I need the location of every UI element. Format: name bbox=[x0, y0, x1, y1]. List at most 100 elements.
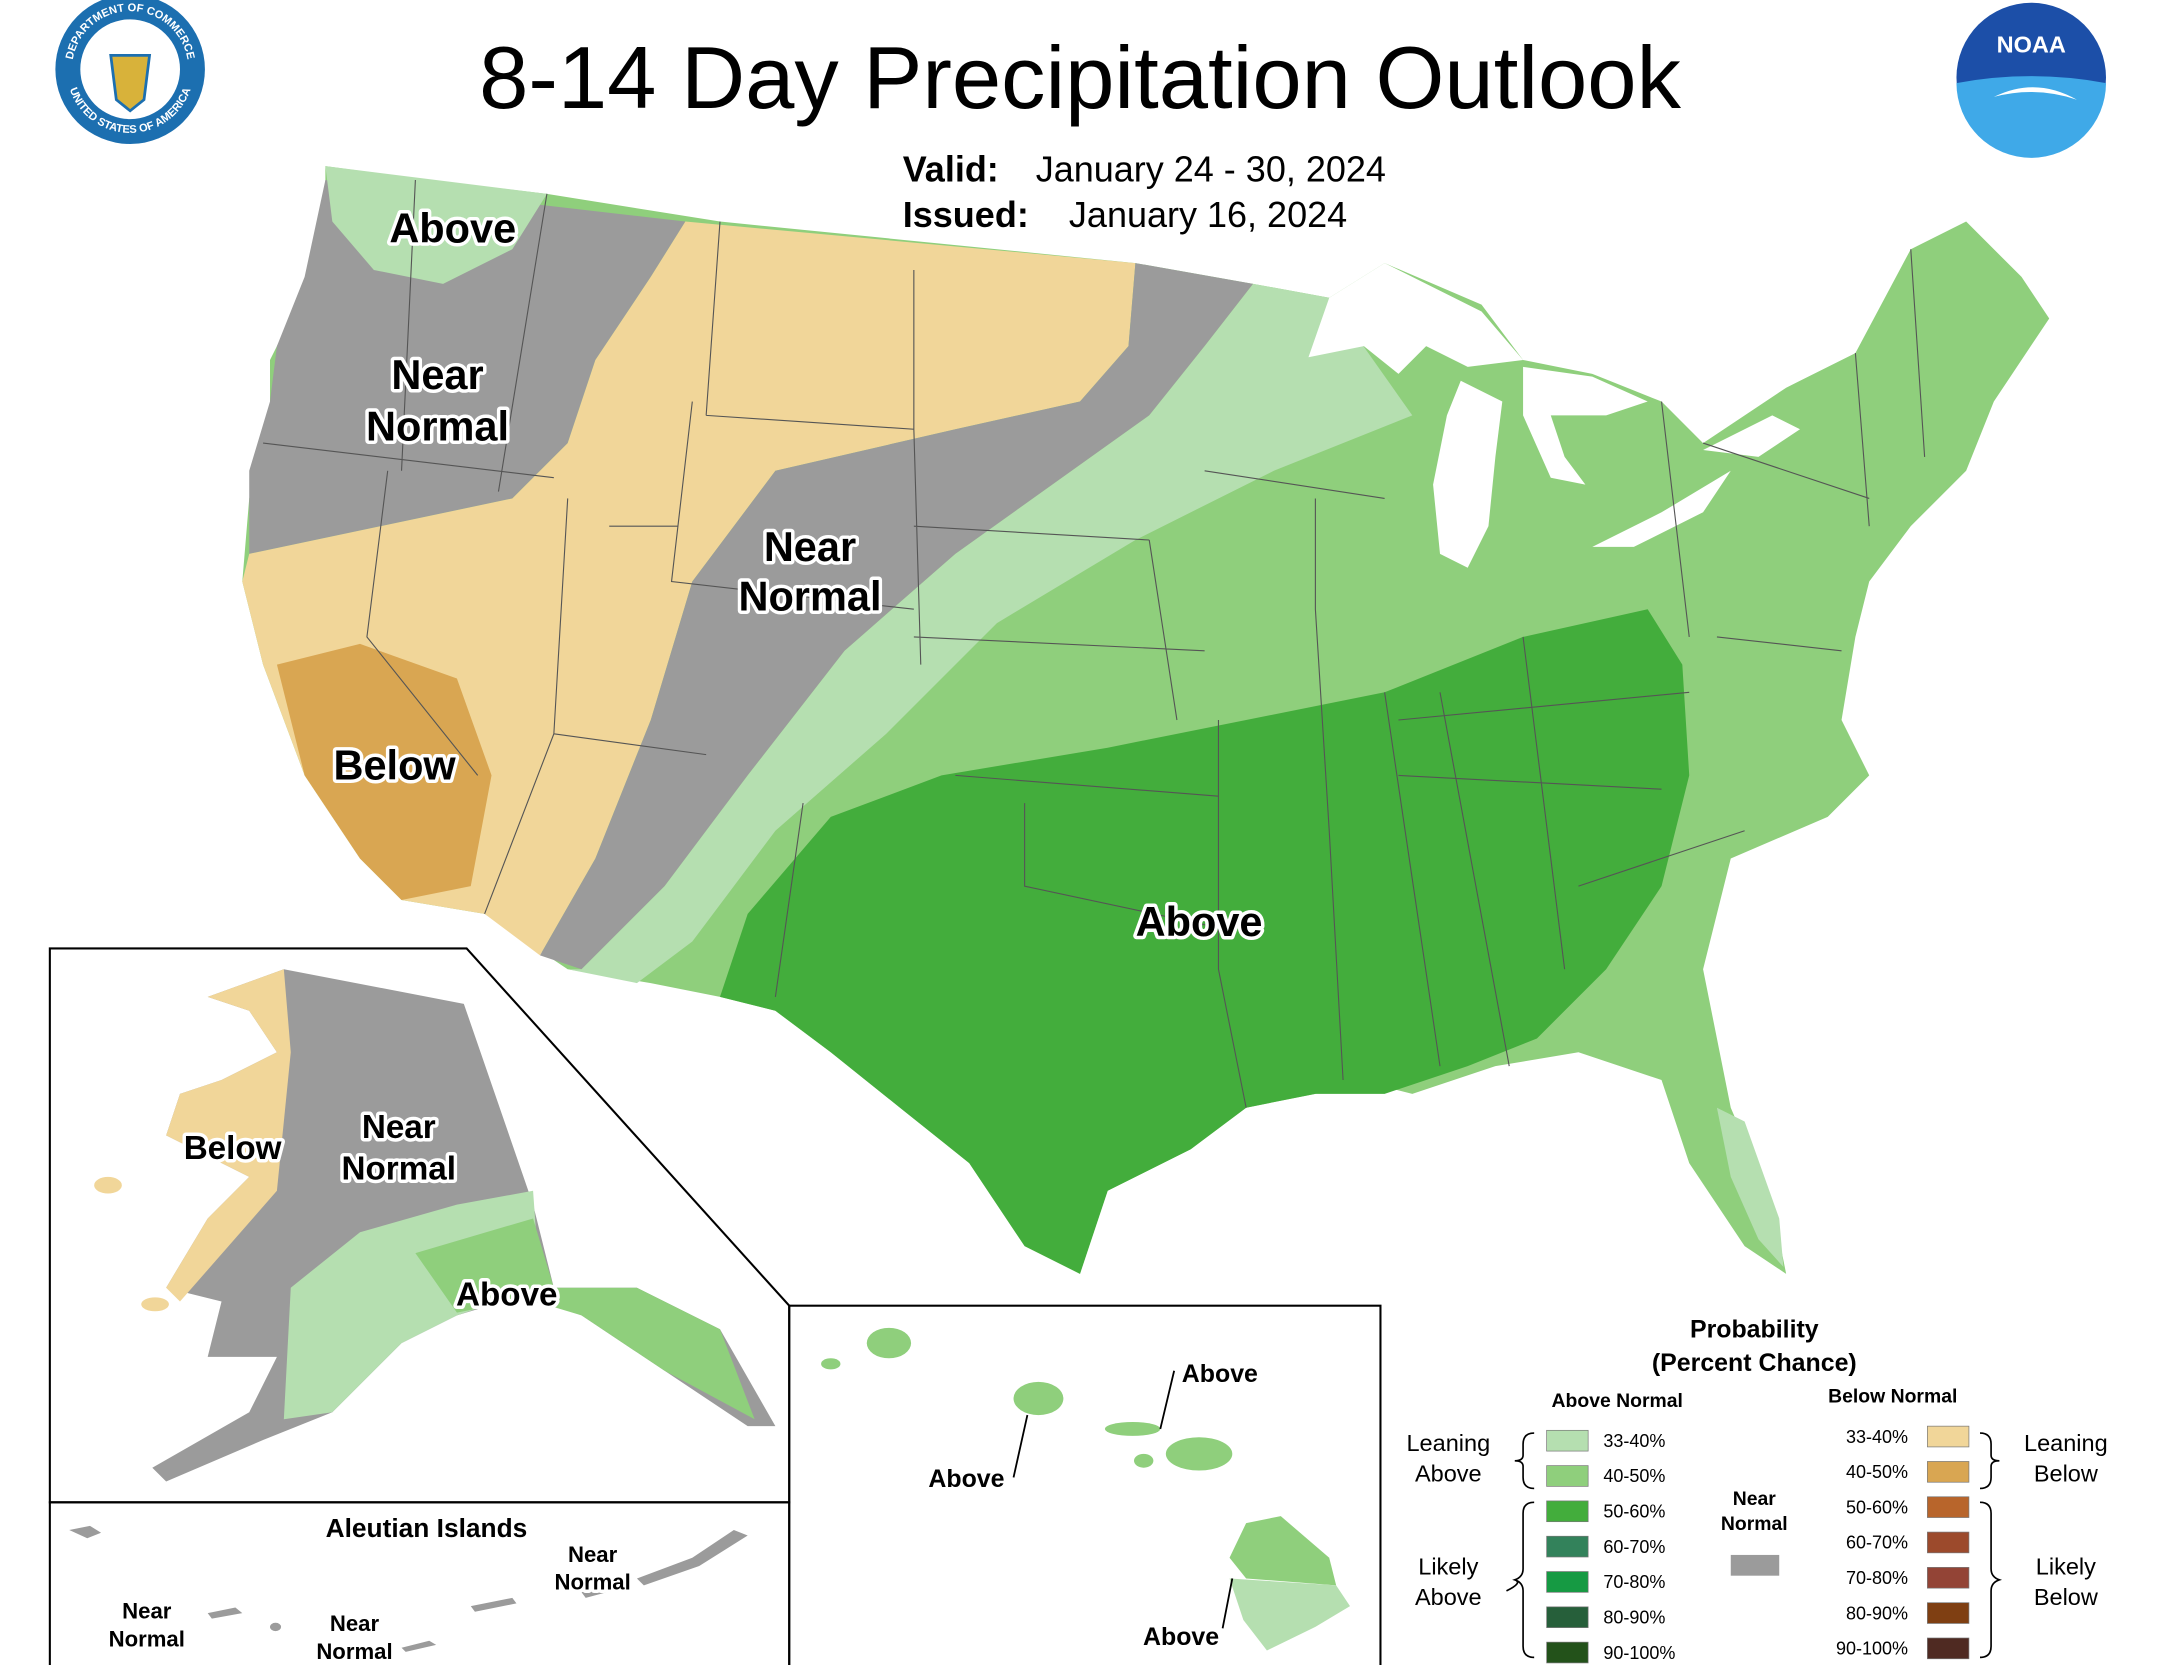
region-label: Near bbox=[391, 351, 483, 398]
region-label: Above bbox=[928, 1465, 1004, 1493]
region-label: Near bbox=[122, 1599, 172, 1624]
island bbox=[1134, 1453, 1154, 1468]
leader-lines bbox=[1012, 1370, 1234, 1629]
big-island-above bbox=[1229, 1516, 1337, 1586]
hawaii-frame bbox=[788, 1304, 1382, 1665]
region-below-california bbox=[276, 643, 492, 900]
legend-group: Leaning bbox=[1406, 1430, 1490, 1456]
region-label: Near bbox=[330, 1611, 380, 1636]
region-label: Above bbox=[456, 1277, 558, 1314]
legend-group: Below bbox=[2034, 1584, 2099, 1610]
legend-swatch bbox=[1927, 1531, 1970, 1554]
noaa-bird bbox=[1993, 87, 2077, 100]
region-near-normal-central bbox=[540, 263, 1254, 970]
island bbox=[1104, 1422, 1161, 1436]
legend-swatch bbox=[1927, 1637, 1970, 1660]
legend-group: Likely bbox=[2036, 1553, 2096, 1579]
legend-header: Below Normal bbox=[1828, 1386, 1957, 1408]
region-label: Above bbox=[1182, 1360, 1258, 1388]
island bbox=[866, 1327, 912, 1359]
alaska-above bbox=[415, 1218, 755, 1420]
alaska-island bbox=[141, 1297, 169, 1312]
legend-swatch bbox=[1546, 1500, 1589, 1523]
region-leaning-above-florida bbox=[1716, 1107, 1784, 1267]
island bbox=[1165, 1437, 1233, 1471]
region-above-northwest bbox=[325, 166, 547, 284]
noaa-logo: NOAA bbox=[1956, 2, 2106, 158]
legend-label: 70-80% bbox=[1603, 1572, 1665, 1592]
legend-label: 90-100% bbox=[1836, 1639, 1908, 1659]
island bbox=[1013, 1381, 1064, 1416]
alaska-below bbox=[166, 969, 291, 1302]
aleutian-islands bbox=[69, 1525, 748, 1652]
region-label: Normal bbox=[738, 573, 881, 620]
region-label: Normal bbox=[109, 1626, 185, 1651]
legend-title: Probability bbox=[1690, 1316, 1819, 1344]
legend-label: 80-90% bbox=[1603, 1607, 1665, 1627]
legend-swatch bbox=[1927, 1567, 1970, 1589]
legend-braces bbox=[1506, 1432, 2003, 1659]
region-label: Above bbox=[1143, 1623, 1219, 1651]
legend-label: 33-40% bbox=[1846, 1427, 1908, 1447]
issued-value: January 16, 2024 bbox=[1069, 194, 1347, 235]
valid-value: January 24 - 30, 2024 bbox=[1036, 148, 1386, 189]
legend-header: Above Normal bbox=[1552, 1390, 1683, 1412]
aleutian-title: Aleutian Islands bbox=[326, 1513, 528, 1543]
legend-swatch bbox=[1927, 1496, 1970, 1518]
commerce-seal: DEPARTMENT OF COMMERCE UNITED STATES OF … bbox=[55, 0, 205, 144]
legend-group: Below bbox=[2034, 1461, 2099, 1487]
seal-shield bbox=[109, 54, 152, 113]
legend-swatch bbox=[1546, 1465, 1589, 1487]
region-near-normal-west bbox=[249, 180, 686, 554]
legend-label: 50-60% bbox=[1846, 1497, 1908, 1517]
legend: Probability (Percent Chance) Above Norma… bbox=[1406, 1316, 2108, 1664]
legend-swatch bbox=[1546, 1429, 1589, 1452]
legend-swatch bbox=[1546, 1641, 1589, 1664]
issued-label: Issued: bbox=[903, 194, 1029, 235]
legend-label: 60-70% bbox=[1846, 1533, 1908, 1553]
region-label: Normal bbox=[366, 402, 509, 449]
region-label: Above bbox=[1136, 898, 1263, 945]
region-label: Normal bbox=[342, 1151, 456, 1188]
region-leaning-above-band bbox=[567, 283, 1413, 984]
legend-swatch bbox=[1927, 1425, 1970, 1448]
conus: Above Near Normal Near Normal Below Abov… bbox=[242, 166, 2050, 1274]
island bbox=[821, 1358, 841, 1370]
region-label: Near bbox=[362, 1109, 436, 1146]
legend-label: 33-40% bbox=[1603, 1431, 1665, 1451]
legend-label: 50-60% bbox=[1603, 1502, 1665, 1522]
legend-label: 80-90% bbox=[1846, 1603, 1908, 1623]
legend-swatch bbox=[1546, 1606, 1589, 1628]
title: 8-14 Day Precipitation Outlook bbox=[479, 28, 1681, 127]
legend-label: 70-80% bbox=[1846, 1568, 1908, 1588]
valid-label: Valid: bbox=[903, 148, 999, 189]
legend-near-normal: Near bbox=[1733, 1488, 1777, 1510]
alaska-inset: Below Near Normal Above bbox=[48, 947, 791, 1504]
region-label: Below bbox=[184, 1130, 282, 1167]
region-label: Above bbox=[389, 204, 516, 251]
aleutian-inset: Aleutian Islands Near Normal Near Normal… bbox=[48, 1501, 791, 1665]
legend-swatch bbox=[1546, 1571, 1589, 1593]
big-island-leaning bbox=[1229, 1578, 1350, 1651]
legend-label: 40-50% bbox=[1846, 1462, 1908, 1482]
legend-title: (Percent Chance) bbox=[1652, 1349, 1857, 1377]
state-borders bbox=[263, 179, 1926, 1108]
legend-group: Likely bbox=[1418, 1553, 1478, 1579]
region-label: Near bbox=[764, 523, 856, 570]
legend-label: 60-70% bbox=[1603, 1537, 1665, 1557]
legend-swatch bbox=[1927, 1461, 1970, 1483]
hawaii-inset: Above Above Above bbox=[788, 1304, 1382, 1665]
alaska-island bbox=[94, 1176, 122, 1194]
legend-label: 90-100% bbox=[1603, 1643, 1675, 1663]
legend-swatch bbox=[1730, 1554, 1780, 1576]
region-label: Below bbox=[333, 742, 456, 789]
legend-group: Above bbox=[1415, 1461, 1482, 1487]
legend-swatch bbox=[1927, 1602, 1970, 1624]
legend-swatch bbox=[1546, 1535, 1589, 1558]
legend-group: Leaning bbox=[2024, 1430, 2108, 1456]
region-label: Near bbox=[568, 1542, 618, 1567]
region-label: Normal bbox=[316, 1639, 392, 1664]
